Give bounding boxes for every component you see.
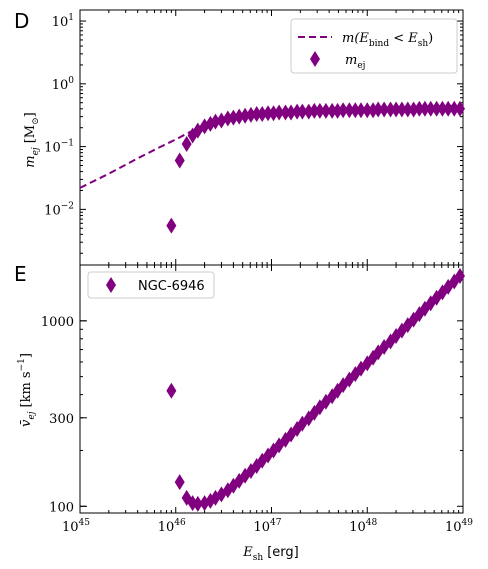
panel-d-ejecta-mass-point (414, 100, 425, 117)
panel-d-ejecta-mass-point (355, 102, 366, 119)
panel-d-ylabel-unit-sub: ⊙ (31, 117, 41, 125)
panel-d-letter: D (14, 9, 29, 33)
panel-d-ejecta-mass-point (286, 104, 297, 121)
panel-d-ejecta-mass-point (274, 104, 285, 121)
panel-d-ejecta-mass-point (297, 103, 308, 120)
panel-e-y-tick-label: 1000 (41, 315, 74, 330)
panel-d-y-tick-label: 10−2 (44, 201, 74, 218)
panel-e-velocity-point (174, 474, 185, 491)
x-axis-label: Esh [erg] (242, 545, 298, 563)
panel-e-ylabel: v̄ej [km s−1] (17, 353, 37, 427)
panel-d-ejecta-mass-point (327, 102, 338, 119)
panel-d-ylabel-sub: ej (31, 147, 41, 155)
panel-d-ejecta-mass-point (350, 102, 361, 119)
panel-e-velocity-point (166, 382, 177, 399)
x-axis-label-unit: [erg] (267, 545, 299, 560)
panel-d-ylabel-unit: [M (23, 125, 38, 143)
panel-d-ejecta-mass-point (443, 100, 454, 117)
panel-e-ylabel-sub: ej (27, 411, 37, 419)
panel-e-frame (79, 264, 464, 514)
panel-d-ejecta-mass-point (309, 102, 320, 119)
panel-d-ejecta-mass-point (437, 100, 448, 117)
panel-d-y-tick-label: 100 (52, 76, 75, 93)
panel-d-ejecta-mass-point (373, 101, 384, 118)
panel-d-ejecta-mass-point (228, 109, 239, 126)
panel-d-ejecta-mass-point (454, 100, 465, 117)
panel-d-ejecta-mass-point (332, 102, 343, 119)
svg-text:v̄ej[km s−1]: v̄ej [km s−1] (17, 353, 37, 427)
panel-d-ejecta-mass-point (263, 105, 274, 122)
panel-d-ejecta-mass-point (344, 102, 355, 119)
panel-d-ejecta-mass-point (408, 101, 419, 118)
panel-d-ylabel-unit-close: ] (23, 112, 38, 117)
panel-d-ejecta-mass-point (449, 100, 460, 117)
panel-d-ejecta-mass-point (174, 152, 185, 169)
svg-text:Esh[erg]: Esh [erg] (242, 545, 298, 563)
panel-e-ylabel-main: v̄ (19, 419, 34, 427)
svg-text:mej[M⊙]: mej [M⊙] (23, 112, 41, 167)
panel-d-ejecta-mass-point (303, 103, 314, 120)
panel-d-y-tick-label: 101 (52, 13, 74, 30)
panel-d-legend: m(Ebind < Esh) mej (290, 18, 458, 74)
panel-d-ejecta-mass-point (419, 100, 430, 117)
panel-e-ylabel-unit-close: ] (19, 353, 34, 358)
panel-e-velocity-point (454, 267, 465, 284)
legend-d-diamond-marker (310, 51, 320, 67)
panel-d-ylabel-main: m (23, 155, 38, 167)
panel-e-legend-box (87, 271, 215, 299)
panel-d-ejecta-mass-point (234, 108, 245, 125)
panel-e-ylabel-unit: [km s (19, 371, 34, 407)
panel-d-ejecta-mass-point (268, 105, 279, 122)
panel-d-ejecta-mass-point (425, 100, 436, 117)
panel-d-ylabel: mej [M⊙] (23, 112, 41, 167)
panel-e-letter: E (14, 262, 27, 286)
panel-e-y-tick-label: 300 (49, 412, 74, 427)
panel-d-ejecta-mass-point (362, 102, 373, 119)
panel-d: 101 100 10−1 10−2 D mej [M⊙] m(Ebind < Esh) … (14, 9, 465, 266)
panel-d-ejecta-mass-point (240, 107, 251, 124)
panel-d-ejecta-mass-point (338, 102, 349, 119)
panel-e-ylabel-unit-sup: −1 (17, 358, 27, 371)
panel-e-ticks: 1045 1046 1047 1048 1049 1000 300 100 (41, 264, 473, 535)
x-axis-label-main: E (242, 545, 253, 560)
panel-d-ejecta-mass-point (314, 102, 325, 119)
legend-d-marker-label: mej (345, 53, 365, 71)
panel-d-y-tick-label: 10−1 (44, 139, 74, 156)
panel-e-x-tick-label: 1047 (254, 518, 282, 535)
panel-e-x-tick-label: 1046 (158, 518, 186, 535)
panel-e: 1045 1046 1047 1048 1049 1000 300 100 E v̄ej [km… (14, 262, 473, 535)
panel-d-ejecta-mass-point (385, 101, 396, 118)
panel-d-ejecta-mass-point (257, 106, 268, 123)
panel-d-ejecta-mass-point (431, 100, 442, 117)
panel-d-ejecta-mass-point (320, 102, 331, 119)
legend-e-marker-label: NGC-6946 (138, 279, 205, 294)
panel-e-markers (166, 267, 465, 512)
panel-e-y-tick-label: 100 (49, 500, 74, 515)
panel-d-ejecta-mass-point (181, 136, 192, 153)
panel-d-ejecta-mass-point (166, 217, 177, 234)
panel-d-ejecta-mass-point (379, 101, 390, 118)
panel-d-ejecta-mass-point (251, 106, 262, 123)
panel-d-legend-box (290, 18, 458, 74)
panel-e-x-tick-label: 1049 (445, 518, 473, 535)
panel-e-velocity-point (192, 495, 203, 512)
panel-e-legend: NGC-6946 (87, 271, 215, 299)
x-axis-label-sub: sh (253, 553, 264, 563)
panel-d-ejecta-mass-point (245, 106, 256, 123)
panel-d-ejecta-mass-point (292, 103, 303, 120)
panel-d-ejecta-mass-point (280, 104, 291, 121)
panel-e-x-tick-label: 1048 (349, 518, 377, 535)
panel-d-ejecta-mass-point (210, 113, 221, 130)
panel-d-ejecta-mass-point (391, 101, 402, 118)
panel-d-ejecta-mass-point (402, 101, 413, 118)
panel-d-ejecta-mass-point (216, 112, 227, 129)
legend-d-line-label: m(Ebind < Esh) (342, 31, 433, 49)
legend-e-diamond-marker (106, 277, 116, 293)
panel-e-x-tick-label: 1045 (62, 518, 90, 535)
panel-d-ejecta-mass-point (396, 101, 407, 118)
panel-d-markers (166, 100, 465, 234)
